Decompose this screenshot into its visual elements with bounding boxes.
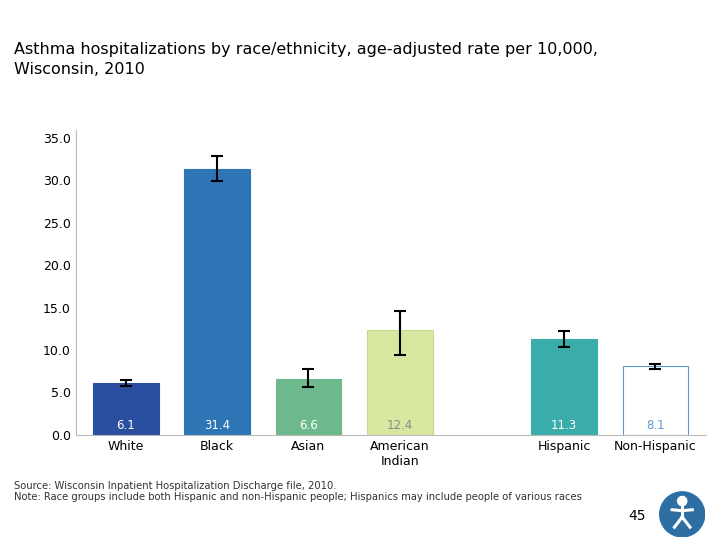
Text: 12.4: 12.4 — [387, 418, 413, 432]
Text: 11.3: 11.3 — [551, 418, 577, 432]
Text: 6.6: 6.6 — [299, 418, 318, 432]
Text: Asthma hospitalizations by race/ethnicity, age-adjusted rate per 10,000,
Wiscons: Asthma hospitalizations by race/ethnicit… — [14, 42, 598, 77]
Bar — [93, 383, 158, 435]
Text: Environmental health: Environmental health — [533, 11, 711, 26]
Bar — [367, 329, 433, 435]
Bar — [531, 339, 597, 435]
Text: 8.1: 8.1 — [646, 418, 665, 432]
Text: 31.4: 31.4 — [204, 418, 230, 432]
Text: 45: 45 — [629, 509, 646, 523]
Circle shape — [660, 492, 705, 537]
Text: 6.1: 6.1 — [117, 418, 135, 432]
Bar — [184, 168, 250, 435]
Text: BLACK POPULATION: BLACK POPULATION — [9, 11, 174, 26]
Text: Source: Wisconsin Inpatient Hospitalization Discharge file, 2010.
Note: Race gro: Source: Wisconsin Inpatient Hospitalizat… — [14, 481, 582, 502]
Circle shape — [678, 496, 687, 505]
Bar — [276, 379, 341, 435]
Bar — [623, 366, 688, 435]
